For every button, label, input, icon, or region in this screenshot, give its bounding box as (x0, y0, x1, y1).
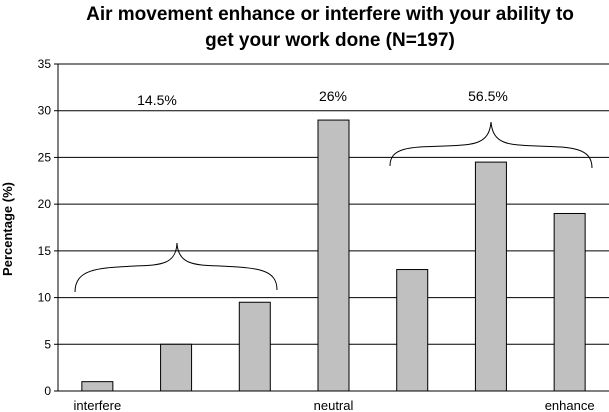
y-axis-label: Percentage (%) (0, 182, 15, 276)
bar (474, 161, 507, 392)
interfere-percent-label: 14.5% (137, 92, 177, 108)
bars (81, 119, 586, 392)
enhance-percent-label: 56.5% (468, 88, 508, 104)
enhance-brace (389, 121, 593, 169)
y-tick-label: 25 (38, 150, 52, 164)
x-tick-label: neutral (314, 398, 354, 412)
x-tick-labels: interfere neutral enhance (74, 398, 595, 412)
y-tick-label: 15 (38, 244, 52, 258)
x-tick-label: interfere (74, 398, 122, 412)
neutral-percent-label: 26% (319, 88, 347, 104)
axes (57, 64, 609, 392)
bar (396, 269, 429, 392)
interfere-brace (74, 242, 278, 293)
chart-title-line2: get your work done (N=197) (205, 30, 455, 51)
y-tick-label: 35 (38, 57, 52, 71)
bar (81, 381, 114, 392)
bar (317, 119, 350, 392)
y-tick-label: 10 (38, 291, 52, 305)
y-tick-label: 0 (44, 384, 51, 398)
x-tick-label: enhance (545, 398, 595, 412)
bar (160, 343, 193, 392)
y-tick-label: 5 (44, 337, 51, 351)
bar (238, 301, 271, 392)
bar (553, 212, 586, 392)
chart-title-line1: Air movement enhance or interfere with y… (86, 4, 574, 25)
y-tick-label: 20 (38, 197, 52, 211)
y-tick-label: 30 (38, 104, 52, 118)
y-tick-labels: 0 5 10 15 20 25 30 35 (38, 57, 58, 398)
